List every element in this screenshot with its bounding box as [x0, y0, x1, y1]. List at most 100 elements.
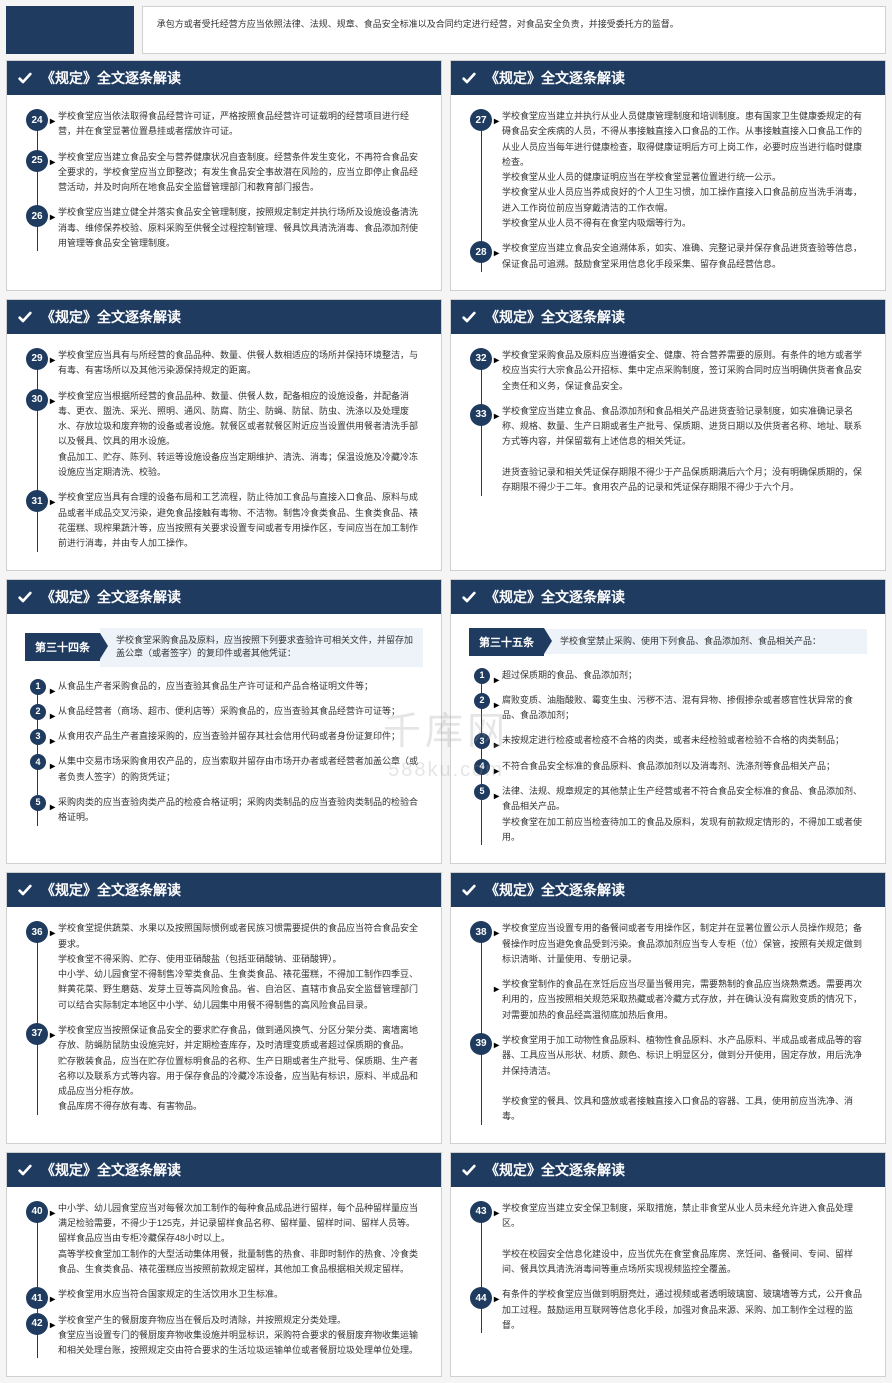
item-text: 采购肉类的应当查验肉类产品的检疫合格证明；采购肉类制品的应当查验肉类制品的检验合…	[58, 795, 423, 826]
timeline-item: 32▸学校食堂采购食品及原料应当遵循安全、健康、符合营养需要的原则。有条件的地方…	[502, 348, 867, 394]
arrow-icon: ▸	[50, 113, 55, 130]
item-number-badge: 29	[26, 348, 48, 370]
timeline-item: 33▸学校食堂应当建立食品、食品添加剂和食品相关产品进货查验记录制度，如实准确记…	[502, 404, 867, 496]
timeline-item: 1▸从食品生产者采购食品的，应当查验其食品生产许可证和产品合格证明文件等；	[58, 679, 423, 694]
item-number-badge: 3	[30, 729, 46, 745]
arrow-icon: ▸	[494, 1205, 499, 1222]
panel-title: 《规定》全文逐条解读	[41, 68, 181, 88]
panel-card: 《规定》全文逐条解读第三十五条学校食堂禁止采购、使用下列食品、食品添加剂、食品相…	[450, 579, 886, 865]
timeline: 24▸学校食堂应当依法取得食品经营许可证，严格按照食品经营许可证载明的经营项目进…	[37, 109, 423, 251]
timeline-item: 43▸学校食堂应当建立安全保卫制度，采取措施，禁止非食堂从业人员未经允许进入食品…	[502, 1201, 867, 1277]
top-row: 承包方或者受托经营方应当依照法律、法规、规章、食品安全标准以及合同约定进行经营，…	[0, 0, 892, 54]
panel-title: 《规定》全文逐条解读	[485, 1160, 625, 1180]
timeline-item: 4▸从集中交易市场采购食用农产品的，应当索取并留存由市场开办者或者经营者加盖公章…	[58, 754, 423, 785]
arrow-icon: ▸	[50, 393, 55, 410]
panel-header: 《规定》全文逐条解读	[7, 1153, 441, 1187]
timeline: 40▸中小学、幼儿园食堂应当对每餐次加工制作的每种食品成品进行留样，每个品种留样…	[37, 1201, 423, 1359]
arrow-icon: ▸	[50, 925, 55, 942]
item-number-badge: 36	[26, 921, 48, 943]
item-number-badge: 4	[30, 754, 46, 770]
sub-banner: 第三十四条学校食堂采购食品及原料，应当按照下列要求查验许可相关文件，并留存加盖公…	[25, 628, 423, 667]
arrow-icon: ▸	[50, 1205, 55, 1222]
item-text: 学校食堂应当建立并执行从业人员健康管理制度和培训制度。患有国家卫生健康委规定的有…	[502, 109, 867, 231]
item-text: 学校食堂产生的餐厨废弃物应当在餐后及时清除，并按照规定分类处理。 食堂应当设置专…	[58, 1313, 423, 1359]
timeline-item: 41▸学校食堂用水应当符合国家规定的生活饮用水卫生标准。	[58, 1287, 423, 1302]
panel-body: 40▸中小学、幼儿园食堂应当对每餐次加工制作的每种食品成品进行留样，每个品种留样…	[7, 1187, 441, 1377]
item-text: 学校食堂应当具有与所经营的食品品种、数量、供餐人数相适应的场所并保持环境整洁，与…	[58, 348, 423, 379]
timeline: 1▸超过保质期的食品、食品添加剂； 2▸腐败变质、油脂酸败、霉变生虫、污秽不洁、混…	[481, 668, 867, 846]
panel-title: 《规定》全文逐条解读	[41, 307, 181, 327]
panel-header: 《规定》全文逐条解读	[451, 1153, 885, 1187]
panel-card: 《规定》全文逐条解读 43▸学校食堂应当建立安全保卫制度，采取措施，禁止非食堂从业…	[450, 1152, 886, 1378]
item-number-badge: 27	[470, 109, 492, 131]
item-number-badge: 1	[30, 679, 46, 695]
panel-body: 38▸学校食堂应当设置专用的备餐间或者专用操作区，制定并在显著位置公示人员操作规…	[451, 907, 885, 1143]
panel-title: 《规定》全文逐条解读	[41, 587, 181, 607]
timeline-item: 42▸学校食堂产生的餐厨废弃物应当在餐后及时清除，并按照规定分类处理。 食堂应当…	[58, 1313, 423, 1359]
timeline-item: 25▸学校食堂应当建立食品安全与营养健康状况自查制度。经营条件发生变化，不再符合…	[58, 150, 423, 196]
top-left-block	[6, 6, 134, 54]
panel-card: 《规定》全文逐条解读 24▸学校食堂应当依法取得食品经营许可证，严格按照食品经营许…	[6, 60, 442, 291]
arrow-icon: ▸	[50, 209, 55, 226]
item-number-badge: 25	[26, 150, 48, 172]
arrow-icon: ▸	[494, 113, 499, 130]
item-number-badge: 44	[470, 1287, 492, 1309]
panel-grid: 《规定》全文逐条解读 24▸学校食堂应当依法取得食品经营许可证，严格按照食品经营许…	[0, 54, 892, 1383]
timeline-item: 39▸学校食堂用于加工动物性食品原料、植物性食品原料、水产品原料、半成品或者成品…	[502, 1033, 867, 1125]
timeline-item: 2▸腐败变质、油脂酸败、霉变生虫、污秽不洁、混有异物、掺假掺杂或者感官性状异常的…	[502, 693, 867, 724]
timeline: 27▸学校食堂应当建立并执行从业人员健康管理制度和培训制度。患有国家卫生健康委规…	[481, 109, 867, 272]
timeline-item: 38▸学校食堂应当设置专用的备餐间或者专用操作区，制定并在显著位置公示人员操作规…	[502, 921, 867, 967]
panel-card: 《规定》全文逐条解读 27▸学校食堂应当建立并执行从业人员健康管理制度和培训制度。…	[450, 60, 886, 291]
timeline-item: 4▸不符合食品安全标准的食品原料、食品添加剂以及消毒剂、洗涤剂等食品相关产品；	[502, 759, 867, 774]
timeline-item: 2▸从食品经营者（商场、超市、便利店等）采购食品的，应当查验其食品经营许可证等；	[58, 704, 423, 719]
item-text: 从食品生产者采购食品的，应当查验其食品生产许可证和产品合格证明文件等；	[58, 679, 423, 694]
item-text: 学校食堂应当建立安全保卫制度，采取措施，禁止非食堂从业人员未经允许进入食品处理区…	[502, 1201, 867, 1277]
panel-body: 第三十四条学校食堂采购食品及原料，应当按照下列要求查验许可相关文件，并留存加盖公…	[7, 614, 441, 844]
arrow-icon: ▸	[50, 494, 55, 511]
arrow-icon: ▸	[50, 352, 55, 369]
sub-banner-tag: 第三十四条	[25, 633, 100, 661]
item-text: 腐败变质、油脂酸败、霉变生虫、污秽不洁、混有异物、掺假掺杂或者感官性状异常的食品…	[502, 693, 867, 724]
item-number-badge: 2	[30, 704, 46, 720]
item-number-badge: 32	[470, 348, 492, 370]
arrow-icon: ▸	[494, 788, 499, 805]
panel-header: 《规定》全文逐条解读	[7, 61, 441, 95]
arrow-icon: ▸	[494, 697, 499, 714]
arrow-icon: ▸	[50, 1027, 55, 1044]
item-text: 中小学、幼儿园食堂应当对每餐次加工制作的每种食品成品进行留样，每个品种留样量应当…	[58, 1201, 423, 1277]
panel-header: 《规定》全文逐条解读	[7, 873, 441, 907]
item-text: 学校食堂用水应当符合国家规定的生活饮用水卫生标准。	[58, 1287, 423, 1302]
sub-banner-text: 学校食堂禁止采购、使用下列食品、食品添加剂、食品相关产品：	[544, 629, 867, 655]
item-number-badge: 4	[474, 759, 490, 775]
timeline: 38▸学校食堂应当设置专用的备餐间或者专用操作区，制定并在显著位置公示人员操作规…	[481, 921, 867, 1125]
item-text: 学校食堂制作的食品在烹饪后应当尽量当餐用完，需要熟制的食品应当烧熟煮透。需要再次…	[502, 977, 867, 1023]
item-number-badge: 3	[474, 733, 490, 749]
item-number-badge: 24	[26, 109, 48, 131]
item-number-badge: 43	[470, 1201, 492, 1223]
item-text: 学校食堂应当根据所经营的食品品种、数量、供餐人数，配备相应的设施设备，并配备消毒…	[58, 389, 423, 481]
item-text: 学校食堂采购食品及原料应当遵循安全、健康、符合营养需要的原则。有条件的地方或者学…	[502, 348, 867, 394]
item-number-badge: 31	[26, 490, 48, 512]
panel-title: 《规定》全文逐条解读	[485, 68, 625, 88]
panel-body: 36▸学校食堂提供蔬菜、水果以及按照国际惯例或者民族习惯需要提供的食品应当符合食…	[7, 907, 441, 1133]
panel-title: 《规定》全文逐条解读	[41, 1160, 181, 1180]
timeline-item: 1▸超过保质期的食品、食品添加剂；	[502, 668, 867, 683]
item-text: 学校食堂应当设置专用的备餐间或者专用操作区，制定并在显著位置公示人员操作规范；备…	[502, 921, 867, 967]
arrow-icon: ▸	[494, 352, 499, 369]
timeline-item: 40▸中小学、幼儿园食堂应当对每餐次加工制作的每种食品成品进行留样，每个品种留样…	[58, 1201, 423, 1277]
item-number-badge: 38	[470, 921, 492, 943]
timeline-item: 29▸学校食堂应当具有与所经营的食品品种、数量、供餐人数相适应的场所并保持环境整…	[58, 348, 423, 379]
arrow-icon: ▸	[494, 408, 499, 425]
timeline: 43▸学校食堂应当建立安全保卫制度，采取措施，禁止非食堂从业人员未经允许进入食品…	[481, 1201, 867, 1333]
arrow-icon: ▸	[50, 708, 55, 725]
item-number-badge: 5	[474, 784, 490, 800]
item-text: 法律、法规、规章规定的其他禁止生产经营或者不符合食品安全标准的食品、食品添加剂、…	[502, 784, 867, 845]
panel-header: 《规定》全文逐条解读	[451, 61, 885, 95]
panel-body: 第三十五条学校食堂禁止采购、使用下列食品、食品添加剂、食品相关产品：1▸超过保质…	[451, 614, 885, 864]
panel-header: 《规定》全文逐条解读	[7, 300, 441, 334]
timeline-item: ▸学校食堂制作的食品在烹饪后应当尽量当餐用完，需要熟制的食品应当烧熟煮透。需要再…	[502, 977, 867, 1023]
item-text: 从食品经营者（商场、超市、便利店等）采购食品的，应当查验其食品经营许可证等；	[58, 704, 423, 719]
timeline-item: 30▸学校食堂应当根据所经营的食品品种、数量、供餐人数，配备相应的设施设备，并配…	[58, 389, 423, 481]
panel-header: 《规定》全文逐条解读	[451, 300, 885, 334]
item-text: 学校食堂应当按照保证食品安全的要求贮存食品，做到通风换气、分区分架分类、离墙离地…	[58, 1023, 423, 1115]
